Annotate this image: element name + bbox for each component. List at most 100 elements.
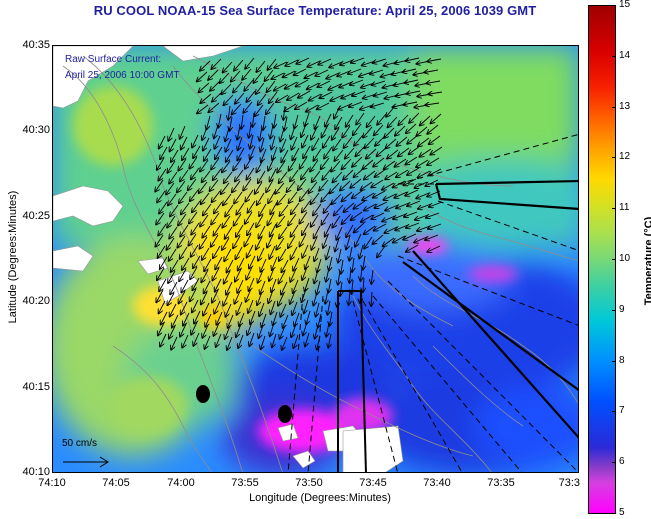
current-vector — [278, 292, 285, 306]
current-vector — [371, 212, 385, 219]
current-vector — [346, 235, 351, 249]
current-vector — [374, 223, 387, 231]
current-vector — [158, 168, 167, 181]
current-vector — [387, 149, 399, 159]
colorbar-tick-label: 13 — [619, 100, 631, 112]
lon-tick-label: 73:3 — [558, 477, 580, 489]
station-marker-icon[interactable] — [196, 385, 210, 403]
current-vector — [214, 124, 219, 138]
current-vector — [256, 82, 265, 94]
current-vector — [160, 146, 168, 159]
current-vector — [314, 247, 320, 261]
colorbar-tick-mark — [612, 55, 616, 57]
current-vector — [288, 235, 296, 248]
current-vector — [267, 58, 277, 70]
colorbar-tick-label: 15 — [619, 0, 631, 10]
current-vector — [226, 281, 233, 295]
current-vector — [334, 149, 344, 161]
current-vector — [246, 288, 252, 302]
current-vector — [208, 69, 219, 80]
current-vector — [355, 233, 362, 247]
current-vector — [155, 179, 164, 192]
current-vector — [192, 299, 199, 313]
current-vector — [178, 158, 187, 171]
current-vector — [271, 278, 277, 292]
current-vector — [386, 138, 397, 148]
current-vector — [428, 223, 442, 229]
current-vector — [193, 332, 200, 346]
current-vector — [331, 193, 342, 204]
current-vector — [348, 68, 362, 74]
current-vector — [270, 201, 278, 214]
current-vector — [201, 192, 210, 204]
current-vector — [204, 148, 212, 161]
current-vector — [279, 226, 288, 239]
current-vector — [293, 279, 299, 293]
current-vector — [309, 181, 318, 193]
current-vector — [276, 237, 285, 250]
current-vector — [326, 245, 331, 259]
current-vector — [188, 233, 197, 246]
colorbar-tick-mark — [612, 309, 616, 311]
current-vector — [291, 136, 298, 150]
current-vector — [325, 289, 328, 304]
current-vector — [302, 200, 311, 212]
current-vector — [331, 160, 341, 172]
current-vector — [225, 303, 232, 317]
current-vector — [234, 290, 241, 304]
current-vector — [279, 171, 288, 183]
current-vector — [170, 204, 179, 216]
current-vector — [224, 248, 232, 261]
current-vector — [180, 246, 188, 259]
current-vector — [256, 214, 264, 227]
current-vector — [236, 323, 242, 337]
current-vector — [250, 145, 256, 159]
current-vector — [274, 113, 276, 128]
current-vector — [427, 59, 442, 62]
current-vector — [193, 255, 201, 268]
current-vector — [212, 190, 221, 202]
current-vector — [233, 235, 241, 248]
current-vector — [282, 336, 288, 350]
current-vector — [428, 92, 443, 94]
current-vector — [323, 135, 331, 148]
current-vector — [317, 102, 330, 109]
current-vector — [373, 58, 387, 63]
current-vector — [293, 334, 299, 348]
current-vector — [221, 83, 232, 94]
current-vector — [158, 223, 167, 236]
station-marker-icon[interactable] — [278, 405, 292, 423]
current-vector — [234, 213, 242, 226]
current-vector — [188, 178, 197, 190]
current-vector — [191, 244, 199, 257]
current-vector — [374, 124, 384, 135]
current-vector — [241, 114, 243, 129]
current-vector — [342, 191, 353, 201]
current-vector — [303, 321, 308, 335]
current-vector — [267, 212, 275, 225]
current-vector — [284, 116, 287, 131]
sst-map[interactable] — [53, 46, 579, 473]
current-vector — [330, 311, 333, 326]
current-vector — [353, 200, 366, 209]
legend-current-time: April 25, 2006 10:00 GMT — [65, 70, 180, 81]
current-vector — [268, 190, 276, 203]
current-vector — [203, 203, 212, 215]
current-vector — [228, 105, 230, 120]
current-vector — [340, 281, 342, 296]
current-vector — [302, 266, 308, 280]
current-vector — [245, 211, 253, 224]
current-vector — [333, 138, 342, 151]
current-vector — [336, 226, 343, 240]
current-vector — [315, 324, 319, 339]
current-vector — [273, 311, 278, 325]
current-vector — [427, 124, 439, 134]
current-vector — [169, 171, 178, 184]
current-vector — [363, 126, 373, 138]
current-vector — [280, 325, 286, 339]
sst-map-panel[interactable]: Raw Surface Current: April 25, 2006 10:0… — [52, 45, 579, 473]
current-vector — [362, 159, 374, 169]
current-vector — [170, 303, 177, 317]
current-vector — [354, 222, 365, 233]
current-vector — [377, 113, 387, 125]
